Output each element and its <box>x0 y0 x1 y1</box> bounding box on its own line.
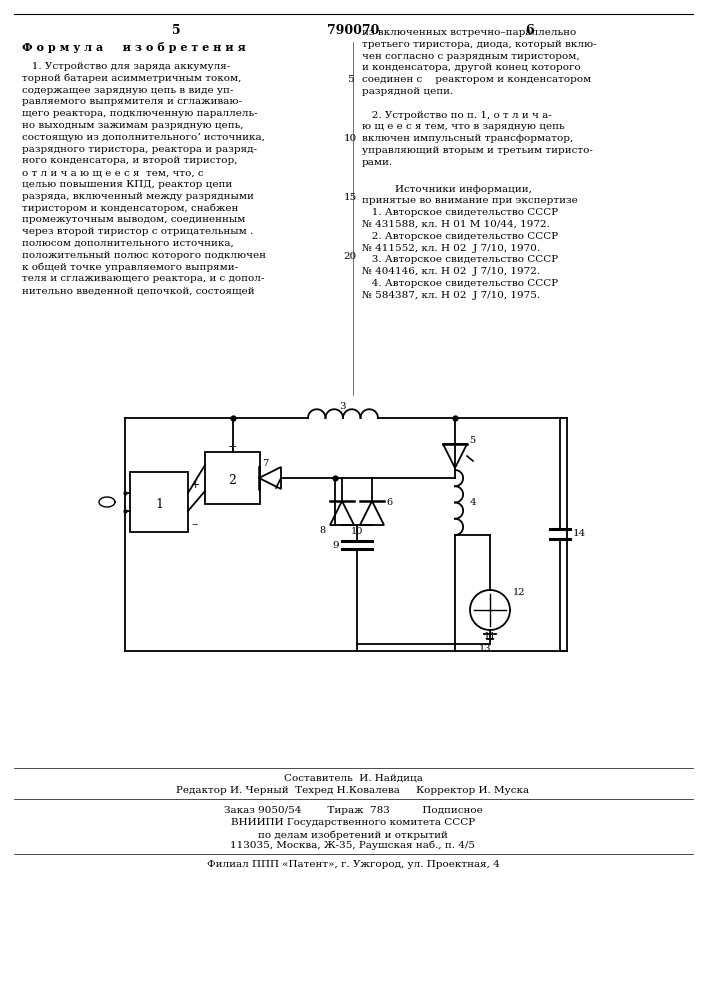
Text: торной батареи асимметричным током,: торной батареи асимметричным током, <box>22 74 241 83</box>
Text: Источники информации,: Источники информации, <box>382 185 532 194</box>
Text: 2. Устройство по п. 1, о т л и ч а-: 2. Устройство по п. 1, о т л и ч а- <box>362 111 551 120</box>
Text: № 431588, кл. Н 01 М 10/44, 1972.: № 431588, кл. Н 01 М 10/44, 1972. <box>362 220 550 229</box>
Text: 2. Авторское свидетельство СССР: 2. Авторское свидетельство СССР <box>362 232 558 241</box>
Text: Составитель  И. Найдица: Составитель И. Найдица <box>284 774 423 783</box>
Text: 14: 14 <box>573 530 586 538</box>
Text: 5: 5 <box>346 75 354 84</box>
Text: № 404146, кл. Н 02  J 7/10, 1972.: № 404146, кл. Н 02 J 7/10, 1972. <box>362 267 540 276</box>
Bar <box>130 472 188 532</box>
Text: 6: 6 <box>386 498 392 507</box>
Text: и конденсатора, другой конец которого: и конденсатора, другой конец которого <box>362 63 580 72</box>
Text: теля и сглаживающего реактора, и с допол-: теля и сглаживающего реактора, и с допол… <box>22 274 264 283</box>
Text: щего реактора, подключенную параллель-: щего реактора, подключенную параллель- <box>22 109 257 118</box>
Text: целью повышения КПД, реактор цепи: целью повышения КПД, реактор цепи <box>22 180 233 189</box>
Text: разрядной цепи.: разрядной цепи. <box>362 87 453 96</box>
Text: положительный полюс которого подключен: положительный полюс которого подключен <box>22 251 266 260</box>
Text: ного конденсатора, и второй тиристор,: ного конденсатора, и второй тиристор, <box>22 156 238 165</box>
Text: 3. Авторское свидетельство СССР: 3. Авторское свидетельство СССР <box>362 255 558 264</box>
Text: равляемого выпрямителя и сглаживаю-: равляемого выпрямителя и сглаживаю- <box>22 97 242 106</box>
Text: содержащее зарядную цепь в виде уп-: содержащее зарядную цепь в виде уп- <box>22 86 233 95</box>
Text: 7: 7 <box>262 459 268 468</box>
Text: № 584387, кл. Н 02  J 7/10, 1975.: № 584387, кл. Н 02 J 7/10, 1975. <box>362 291 540 300</box>
Text: по делам изобретений и открытий: по делам изобретений и открытий <box>258 830 448 840</box>
Text: –: – <box>191 518 197 531</box>
Text: рами.: рами. <box>362 158 393 167</box>
Text: 5: 5 <box>469 436 475 445</box>
Text: 12: 12 <box>513 588 525 597</box>
Text: к общей точке управляемого выпрями-: к общей точке управляемого выпрями- <box>22 263 238 272</box>
Text: Ф о р м у л а     и з о б р е т е н и я: Ф о р м у л а и з о б р е т е н и я <box>22 42 246 53</box>
Text: ю щ е е с я тем, что в зарядную цепь: ю щ е е с я тем, что в зарядную цепь <box>362 122 565 131</box>
Text: управляющий вторым и третьим тиристо-: управляющий вторым и третьим тиристо- <box>362 146 593 155</box>
Text: 1. Устройство для заряда аккумуля-: 1. Устройство для заряда аккумуля- <box>22 62 230 71</box>
Text: 13: 13 <box>479 644 491 653</box>
Text: ВНИИПИ Государственного комитета СССР: ВНИИПИ Государственного комитета СССР <box>231 818 475 827</box>
Text: состоящую из дополнительногоʼ источника,: состоящую из дополнительногоʼ источника, <box>22 133 265 142</box>
Text: 10: 10 <box>344 134 356 143</box>
Text: 1: 1 <box>155 498 163 512</box>
Text: 113035, Москва, Ж-35, Раушская наб., п. 4/5: 113035, Москва, Ж-35, Раушская наб., п. … <box>230 841 476 850</box>
Text: 4: 4 <box>470 498 477 507</box>
Text: +: + <box>191 480 200 490</box>
Text: нительно введенной цепочкой, состоящей: нительно введенной цепочкой, состоящей <box>22 286 255 295</box>
Text: принятые во внимание при экспертизе: принятые во внимание при экспертизе <box>362 196 578 205</box>
Text: третьего тиристора, диода, который вклю-: третьего тиристора, диода, который вклю- <box>362 40 597 49</box>
Text: Заказ 9050/54        Тираж  783          Подписное: Заказ 9050/54 Тираж 783 Подписное <box>223 806 482 815</box>
Text: 6: 6 <box>526 24 534 37</box>
Text: промежуточным выводом, соединенным: промежуточным выводом, соединенным <box>22 215 245 224</box>
Text: соединен с    реактором и конденсатором: соединен с реактором и конденсатором <box>362 75 591 84</box>
Text: чен согласно с разрядным тиристором,: чен согласно с разрядным тиристором, <box>362 52 580 61</box>
Text: тиристором и конденсатором, снабжен: тиристором и конденсатором, снабжен <box>22 204 238 213</box>
Text: 10: 10 <box>351 527 363 536</box>
Text: через второй тиристор с отрицательным .: через второй тиристор с отрицательным . <box>22 227 253 236</box>
Text: полюсом дополнительного источника,: полюсом дополнительного источника, <box>22 239 234 248</box>
Text: 15: 15 <box>344 193 356 202</box>
Text: 3: 3 <box>339 402 346 411</box>
Text: 11: 11 <box>484 632 496 641</box>
Text: 790070: 790070 <box>327 24 379 37</box>
Text: включен импульсный трансформатор,: включен импульсный трансформатор, <box>362 134 573 143</box>
Text: Редактор И. Черный  Техред Н.Ковалева     Корректор И. Муска: Редактор И. Черный Техред Н.Ковалева Кор… <box>177 786 530 795</box>
Text: но выходным зажимам разрядную цепь,: но выходным зажимам разрядную цепь, <box>22 121 243 130</box>
Text: 5: 5 <box>172 24 180 37</box>
Text: 9: 9 <box>332 540 339 550</box>
Text: разрядного тиристора, реактора и разряд-: разрядного тиристора, реактора и разряд- <box>22 145 257 154</box>
Text: № 411552, кл. Н 02  J 7/10, 1970.: № 411552, кл. Н 02 J 7/10, 1970. <box>362 244 540 253</box>
Text: 1. Авторское свидетельство СССР: 1. Авторское свидетельство СССР <box>362 208 558 217</box>
Text: 20: 20 <box>344 252 356 261</box>
Text: 4. Авторское свидетельство СССР: 4. Авторское свидетельство СССР <box>362 279 558 288</box>
Text: разряда, включенный между разрядными: разряда, включенный между разрядными <box>22 192 254 201</box>
Text: 2: 2 <box>228 475 236 488</box>
Text: +: + <box>228 442 237 452</box>
Text: из включенных встречно–параллельно: из включенных встречно–параллельно <box>362 28 576 37</box>
Text: о т л и ч а ю щ е е с я  тем, что, с: о т л и ч а ю щ е е с я тем, что, с <box>22 168 204 177</box>
Bar <box>205 452 260 504</box>
Text: 8: 8 <box>319 526 325 535</box>
Text: Филиал ППП «Патент», г. Ужгород, ул. Проектная, 4: Филиал ППП «Патент», г. Ужгород, ул. Про… <box>206 860 499 869</box>
